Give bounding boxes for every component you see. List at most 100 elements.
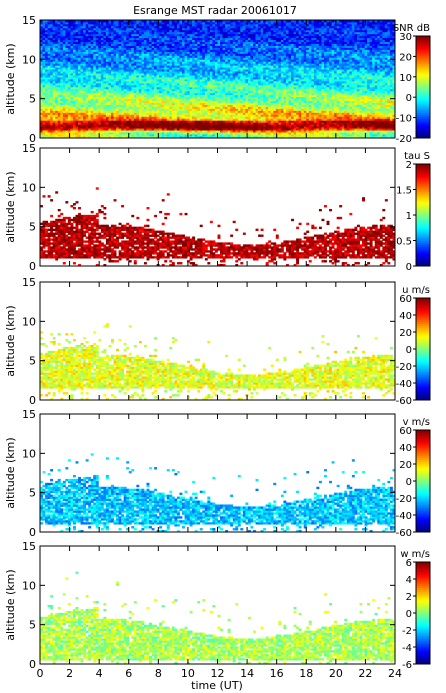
heatmap-cell (72, 77, 76, 80)
heatmap-cell (72, 108, 76, 111)
heatmap-cell (45, 21, 49, 25)
heatmap-cell (70, 69, 74, 72)
heatmap-cell (57, 41, 61, 44)
heatmap-cell (65, 86, 69, 90)
heatmap-cell (75, 84, 79, 88)
heatmap-cell (57, 43, 61, 46)
heatmap-cell (42, 47, 46, 50)
heatmap-cell (70, 47, 74, 50)
heatmap-cell (72, 71, 76, 74)
heatmap-cell (72, 110, 76, 113)
heatmap-cell (52, 57, 56, 60)
heatmap-cell (57, 59, 61, 62)
heatmap-cell (50, 80, 54, 84)
heatmap-cell (72, 118, 76, 121)
heatmap-cell (42, 55, 46, 58)
heatmap-cell (47, 114, 51, 117)
heatmap-cell (45, 65, 49, 68)
heatmap-cell (62, 106, 66, 109)
heatmap-cell (45, 45, 49, 48)
heatmap-cell (50, 47, 54, 50)
heatmap-cell (67, 122, 71, 125)
heatmap-cell (55, 86, 59, 90)
heatmap-cell (50, 136, 54, 139)
heatmap-cell (55, 33, 59, 37)
heatmap-cell (47, 88, 51, 92)
heatmap-cell (80, 53, 84, 56)
heatmap-cell (50, 124, 54, 127)
heatmap-cell (60, 112, 64, 115)
heatmap-cell (78, 90, 81, 94)
heatmap-cell (62, 25, 66, 29)
heatmap-cell (62, 20, 66, 23)
heatmap-cell (42, 23, 46, 27)
heatmap-cell (62, 124, 66, 127)
heatmap-cell (45, 118, 49, 121)
heatmap-cell (55, 29, 59, 33)
heatmap-cell (67, 25, 71, 29)
heatmap-cell (55, 21, 59, 25)
heatmap-cell (52, 126, 56, 129)
heatmap-cell (65, 51, 69, 54)
heatmap-cell (47, 90, 51, 94)
heatmap-cell (47, 49, 51, 52)
heatmap-cell (55, 100, 59, 103)
heatmap-cell (80, 122, 84, 125)
heatmap-cell (52, 90, 56, 94)
heatmap-cell (70, 126, 74, 129)
heatmap-cell (42, 136, 46, 139)
heatmap-cell (65, 43, 69, 46)
heatmap-cell (83, 73, 87, 76)
heatmap-cell (45, 69, 49, 72)
heatmap-cell (55, 84, 59, 88)
heatmap-cell (50, 92, 54, 96)
heatmap-cell (57, 79, 61, 82)
heatmap-cell (40, 102, 43, 105)
heatmap-cell (67, 43, 71, 46)
heatmap-cell (42, 116, 46, 119)
heatmap-cell (60, 43, 64, 46)
heatmap-cell (62, 98, 66, 102)
heatmap-cell (60, 128, 64, 131)
heatmap-cell (62, 80, 66, 84)
heatmap-cell (57, 67, 61, 70)
heatmap-cell (62, 90, 66, 94)
heatmap-cell (50, 108, 54, 111)
heatmap-cell (70, 90, 74, 94)
heatmap-cell (80, 23, 84, 27)
heatmap-cell (57, 29, 61, 33)
heatmap-cell (72, 20, 76, 23)
heatmap-cell (40, 67, 43, 70)
heatmap-cell (60, 116, 64, 119)
heatmap-cell (42, 61, 46, 64)
heatmap-cell (40, 94, 43, 98)
heatmap-cell (45, 75, 49, 78)
heatmap-cell (72, 114, 76, 117)
heatmap-cell (75, 132, 79, 135)
heatmap-cell (60, 132, 64, 135)
heatmap-cell (62, 92, 66, 96)
heatmap-cell (52, 122, 56, 125)
heatmap-cell (67, 110, 71, 113)
heatmap-cell (45, 63, 49, 66)
heatmap-cell (50, 69, 54, 72)
heatmap-cell (40, 53, 43, 56)
heatmap-cell (40, 43, 43, 46)
heatmap-cell (75, 122, 79, 125)
heatmap-cell (45, 47, 49, 50)
heatmap-cell (60, 92, 64, 96)
heatmap-cell (62, 79, 66, 82)
heatmap-cell (50, 63, 54, 66)
heatmap-cell (72, 49, 76, 52)
heatmap-cell (62, 35, 66, 39)
heatmap-cell (42, 59, 46, 62)
heatmap-cell (80, 92, 84, 96)
heatmap-cell (80, 59, 84, 62)
heatmap-cell (78, 84, 81, 88)
heatmap-cell (57, 122, 61, 125)
heatmap-cell (83, 114, 87, 117)
heatmap-cell (67, 63, 71, 66)
heatmap-cell (80, 25, 84, 29)
heatmap-cell (47, 69, 51, 72)
heatmap-cell (65, 63, 69, 66)
